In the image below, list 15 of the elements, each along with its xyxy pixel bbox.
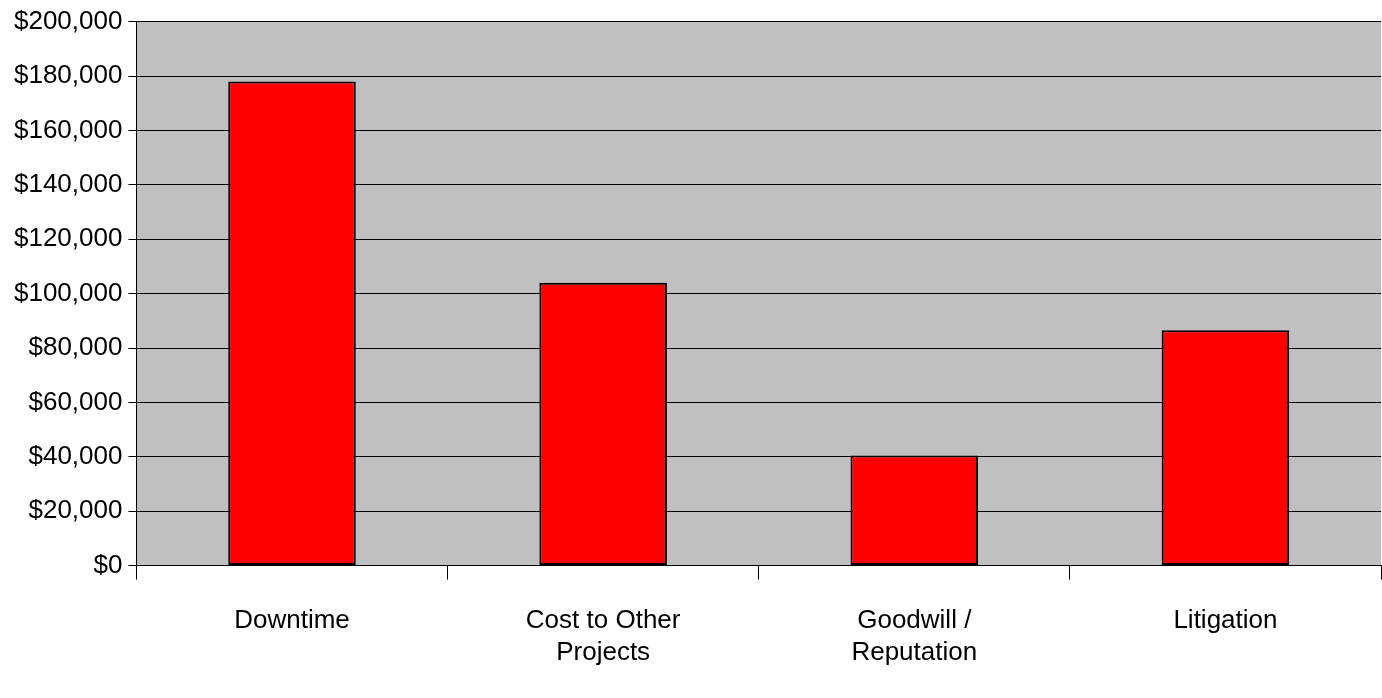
y-tick-label: $180,000 [13,59,123,90]
y-tick-label: $20,000 [28,494,123,525]
x-tick-label: Goodwill / Reputation [851,604,978,666]
x-tick-label: Litigation [1173,604,1278,635]
y-tick-label: $200,000 [13,4,123,35]
x-tick-label: Cost to Other Projects [525,604,681,666]
y-tick-label: $60,000 [28,385,123,416]
y-tick-label: $120,000 [13,222,123,253]
y-tick-label: $40,000 [28,439,123,470]
y-tick-label: $0 [93,548,123,579]
y-tick-label: $100,000 [13,276,123,307]
y-tick-label: $160,000 [13,113,123,144]
y-tick-label: $80,000 [28,331,123,362]
x-tick-label: Downtime [234,604,350,635]
y-tick-label: $140,000 [13,167,123,198]
